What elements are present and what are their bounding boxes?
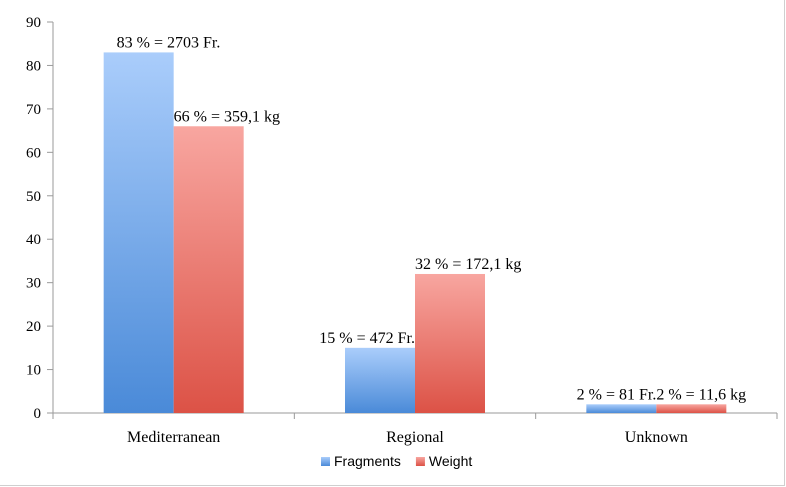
y-tick-label: 80: [26, 58, 41, 74]
y-tick-label: 10: [26, 363, 41, 379]
y-tick-label: 50: [26, 189, 41, 205]
bar-fragments-regional: [345, 347, 415, 413]
legend-swatch-fragments: [321, 457, 330, 466]
data-label-weight: 32 % = 172,1 kg: [415, 256, 521, 273]
y-tick-label: 0: [34, 406, 42, 422]
data-label-weight: 2 % = 11,6 kg: [656, 386, 746, 403]
bar-fragments-unknown: [586, 404, 657, 413]
legend-swatch-weight: [415, 457, 425, 466]
bars: [103, 52, 727, 414]
legend-label-fragments: Fragments: [334, 453, 401, 469]
bar-fragments-mediterranean: [103, 52, 174, 414]
y-tick-label: 70: [26, 102, 41, 118]
x-category-label: Regional: [386, 429, 444, 446]
bar-weight-unknown: [656, 404, 727, 413]
data-label-fragments: 15 % = 472 Fr.: [319, 330, 415, 347]
x-category-label: Unknown: [625, 429, 688, 446]
y-tick-label: 90: [26, 15, 41, 31]
y-tick-label: 40: [26, 232, 41, 248]
y-tick-label: 20: [26, 319, 41, 335]
bar-weight-mediterranean: [173, 126, 244, 414]
x-category-label: Mediterranean: [127, 429, 220, 446]
y-tick-label: 30: [26, 276, 41, 292]
data-label-fragments: 2 % = 81 Fr.: [577, 386, 657, 403]
legend-label-weight: Weight: [429, 453, 472, 469]
legend: Fragments Weight: [321, 453, 472, 469]
bar-weight-regional: [415, 273, 485, 413]
data-label-fragments: 83 % = 2703 Fr.: [117, 34, 221, 51]
y-tick-label: 60: [26, 145, 41, 161]
data-labels: 83 % = 2703 Fr. 66 % = 359,1 kg 15 % = 472…: [117, 34, 746, 403]
data-label-weight: 66 % = 359,1 kg: [174, 108, 280, 125]
